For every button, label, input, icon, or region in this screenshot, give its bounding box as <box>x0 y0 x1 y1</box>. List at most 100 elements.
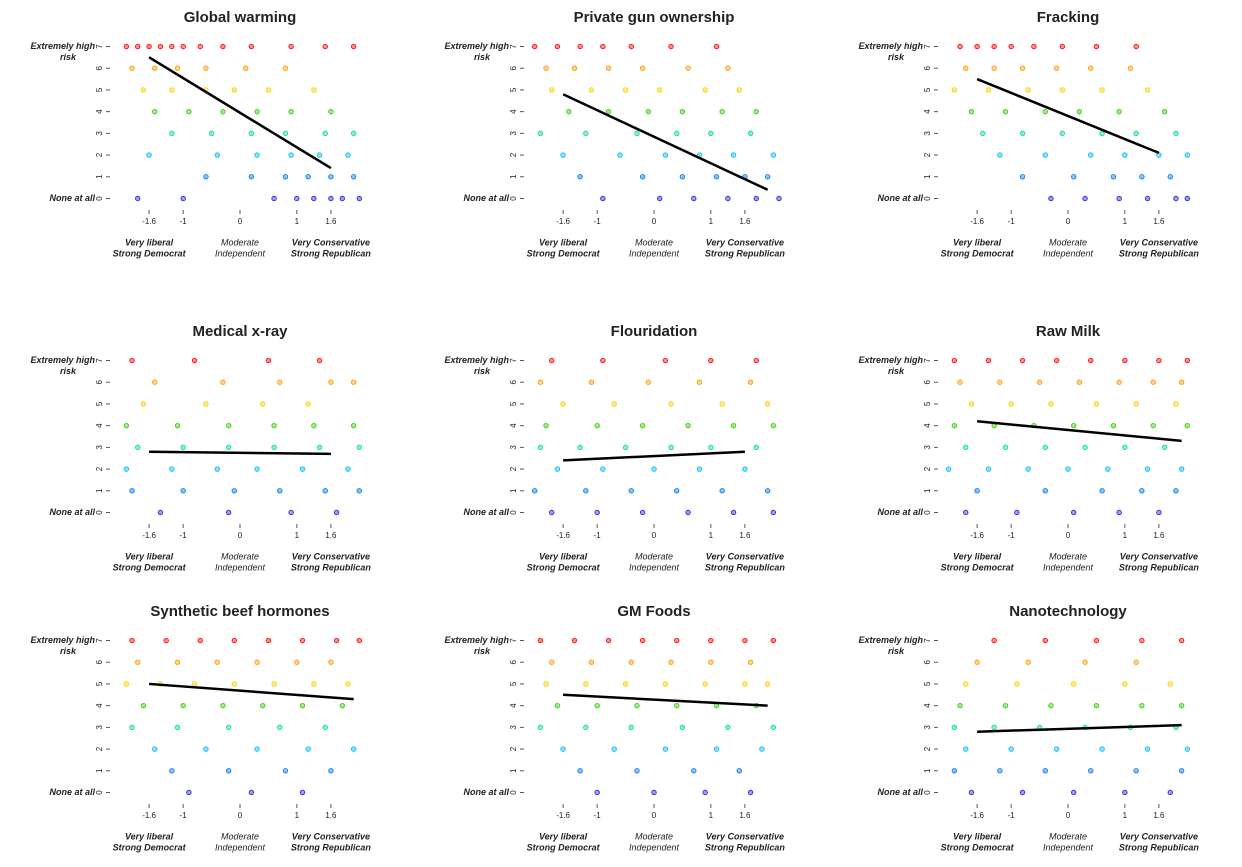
point <box>254 746 260 752</box>
point <box>1070 789 1077 796</box>
x-group-label: Independent <box>629 248 680 258</box>
y-top-label: Extremely high <box>858 635 923 645</box>
point <box>957 379 963 385</box>
point <box>1070 422 1077 429</box>
x-group-label: Very liberal <box>953 831 1002 841</box>
point <box>180 195 186 202</box>
x-group-label: Very Conservative <box>292 237 370 247</box>
y-tick-label: 0 <box>509 196 518 201</box>
y-top-label: risk <box>888 52 905 62</box>
point <box>305 401 311 407</box>
y-tick-label: 7 <box>509 44 518 49</box>
point <box>1088 357 1094 364</box>
y-tick-label: 1 <box>923 488 932 493</box>
point <box>1150 379 1156 385</box>
point <box>1178 637 1185 644</box>
point <box>537 130 544 137</box>
point <box>951 422 958 429</box>
x-group-label: Very liberal <box>125 237 174 247</box>
point <box>1122 357 1128 364</box>
point <box>679 724 686 731</box>
point <box>543 65 549 71</box>
fit-line <box>976 420 1182 443</box>
x-tick-label: -1 <box>594 531 602 540</box>
point <box>1139 637 1145 644</box>
point <box>531 488 538 494</box>
point <box>1070 174 1077 180</box>
y-tick-label: 0 <box>923 196 932 201</box>
point <box>713 174 720 180</box>
x-tick-label: 1.6 <box>739 217 751 226</box>
point <box>186 108 192 115</box>
y-tick-label: 6 <box>923 379 932 384</box>
point <box>656 87 663 93</box>
point <box>328 379 334 385</box>
point <box>214 466 220 472</box>
x-group-label: Moderate <box>1049 831 1087 841</box>
point <box>1099 488 1105 494</box>
point <box>242 65 249 71</box>
point <box>350 746 357 752</box>
point <box>277 488 283 494</box>
point <box>333 637 340 644</box>
point <box>1053 65 1060 71</box>
point <box>328 108 334 115</box>
point <box>225 768 232 774</box>
x-group-label: Independent <box>629 842 680 852</box>
x-group-label: Moderate <box>221 831 259 841</box>
point <box>577 444 583 451</box>
x-group-label: Independent <box>1043 842 1094 852</box>
point <box>770 724 777 731</box>
y-top-label: risk <box>60 366 77 376</box>
point <box>1122 681 1128 687</box>
y-top-label: Extremely high <box>858 355 923 365</box>
point <box>282 130 289 137</box>
point <box>708 659 714 665</box>
point <box>628 659 634 665</box>
point <box>696 379 703 385</box>
point <box>1042 108 1048 115</box>
point <box>169 87 175 93</box>
point <box>169 768 175 774</box>
y-bottom-label: None at all <box>877 193 923 203</box>
x-group-label: Strong Democrat <box>113 842 187 852</box>
point <box>730 422 737 429</box>
x-tick-label: -1 <box>180 811 188 820</box>
y-tick-label: 7 <box>95 44 104 49</box>
x-group-label: Moderate <box>635 237 673 247</box>
point <box>554 702 561 709</box>
y-tick-label: 0 <box>95 196 104 201</box>
point <box>560 152 566 158</box>
x-tick-label: 1.6 <box>325 811 337 820</box>
x-tick-label: 1 <box>295 811 300 820</box>
y-tick-label: 3 <box>509 131 518 136</box>
y-top-label: Extremely high <box>444 635 509 645</box>
point <box>180 43 186 50</box>
point <box>588 87 595 93</box>
point <box>968 108 975 115</box>
x-tick-label: -1 <box>1008 811 1016 820</box>
fit-line <box>149 450 331 456</box>
y-tick-label: 6 <box>95 659 104 664</box>
x-group-label: Very Conservative <box>292 551 370 561</box>
point <box>759 746 765 752</box>
y-tick-label: 2 <box>509 466 518 471</box>
y-tick-label: 5 <box>509 681 518 686</box>
point <box>1173 195 1179 202</box>
point <box>725 195 731 202</box>
y-tick-label: 3 <box>95 131 104 136</box>
y-tick-label: 6 <box>509 659 518 664</box>
y-bottom-label: None at all <box>877 507 923 517</box>
x-tick-label: -1.6 <box>142 217 156 226</box>
point <box>271 681 277 687</box>
chart-title: Fracking <box>1037 9 1100 26</box>
y-top-label: risk <box>888 366 905 376</box>
point <box>169 466 175 472</box>
point <box>1122 444 1128 451</box>
point <box>719 488 725 494</box>
point <box>708 637 714 644</box>
point <box>622 87 629 93</box>
point <box>668 401 674 407</box>
